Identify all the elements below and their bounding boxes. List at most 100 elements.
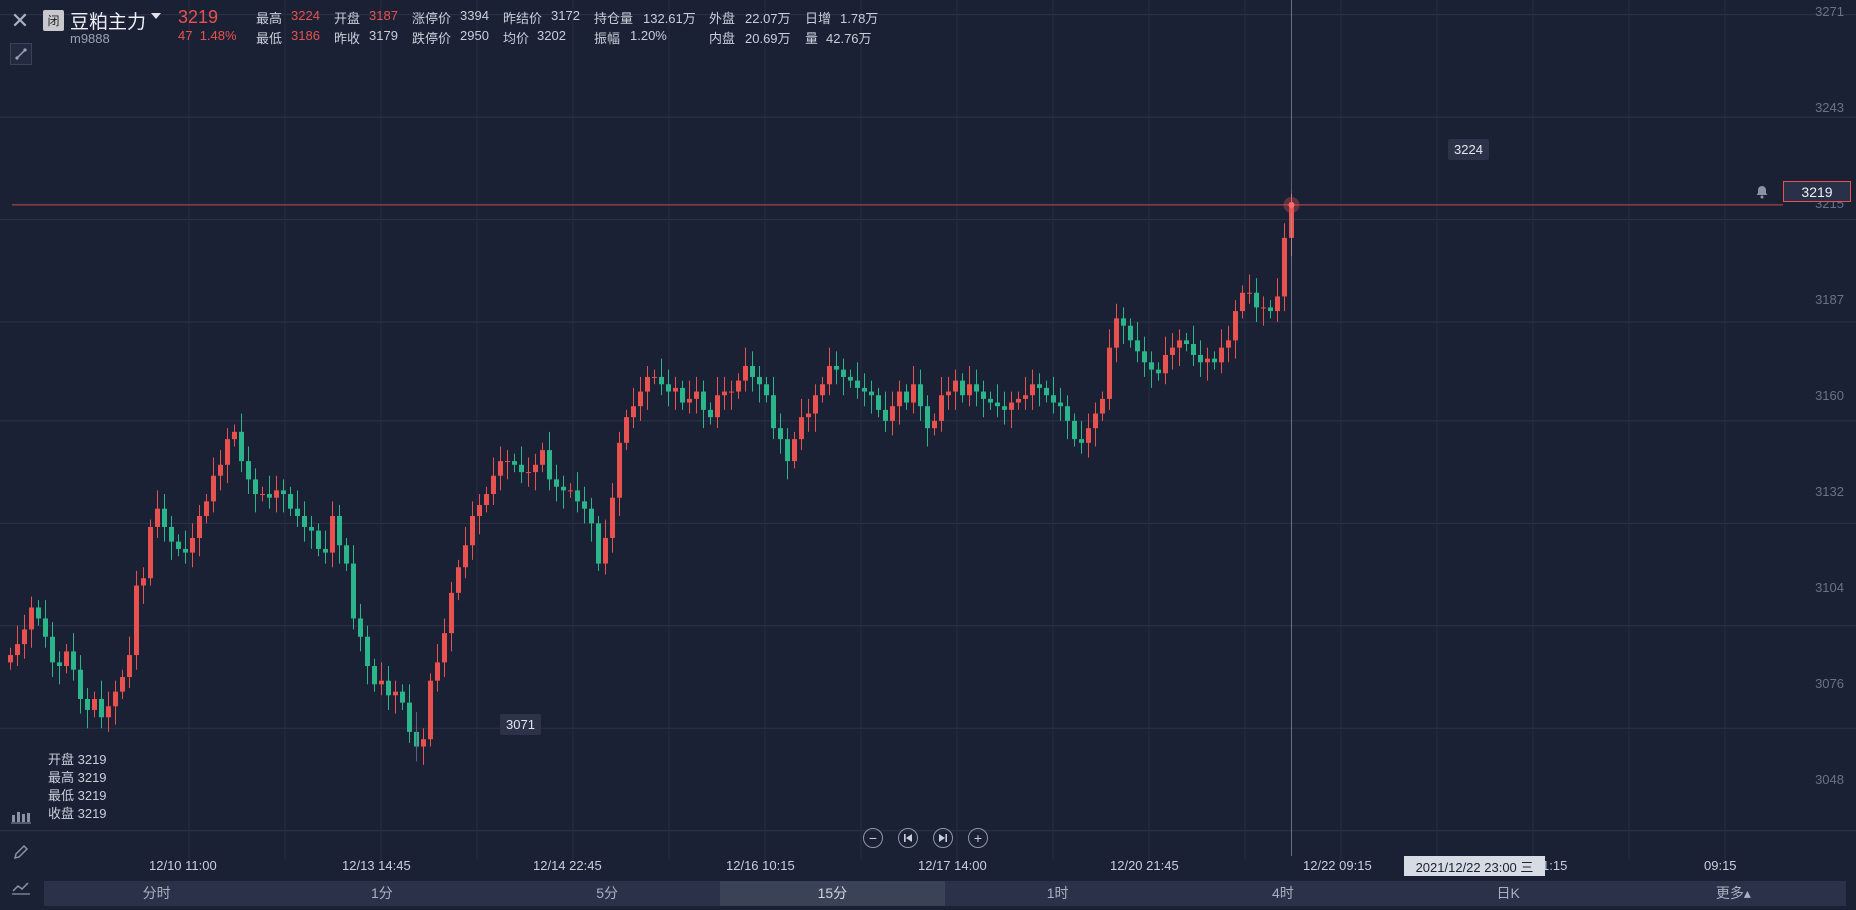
candle-body — [337, 516, 342, 546]
x-tick-label: 12/17 14:00 — [918, 858, 987, 873]
drawing-tool-button[interactable] — [10, 43, 32, 65]
candle-body — [57, 662, 62, 667]
candle-body — [1170, 347, 1175, 355]
x-tick-label: 12/20 21:45 — [1110, 858, 1179, 873]
candle-body — [533, 464, 538, 473]
candle-body — [750, 365, 755, 377]
candle-body — [834, 365, 839, 370]
candle-body — [225, 439, 230, 465]
candle-body — [694, 391, 699, 399]
candle-body — [617, 442, 622, 498]
zoom-out-button[interactable]: − — [863, 828, 883, 848]
pencil-icon[interactable] — [9, 840, 33, 864]
candle-body — [85, 698, 90, 710]
prev-settle-label: 昨结价 — [503, 11, 543, 26]
period-tab-15min[interactable]: 15分 — [719, 881, 945, 906]
x-tick-label: 12/14 22:45 — [533, 858, 602, 873]
period-tab-1hour[interactable]: 1时 — [1046, 885, 1069, 901]
candle-body — [106, 706, 111, 718]
period-tab-more[interactable]: 更多▴ — [1715, 885, 1751, 901]
period-tab-daily[interactable]: 日K — [1496, 885, 1520, 901]
daily-inc-value: 1.78万 — [840, 11, 879, 26]
candle-body — [841, 369, 846, 377]
candle-body — [1016, 398, 1021, 403]
period-tab-4hour[interactable]: 4时 — [1271, 885, 1294, 901]
candle-body — [190, 537, 195, 553]
candle-body — [8, 655, 13, 663]
indicator-icon[interactable] — [9, 805, 33, 829]
candle-body — [1065, 406, 1070, 421]
candle-body — [239, 431, 244, 462]
period-tab-1min[interactable]: 1分 — [370, 885, 393, 901]
candle-body — [1023, 395, 1028, 399]
high-value: 3224 — [291, 8, 320, 23]
candle-body — [960, 380, 965, 396]
candle-body — [526, 472, 531, 474]
vol-label: 量 — [805, 31, 819, 46]
y-tick-label: 3048 — [1815, 772, 1844, 787]
candle-body — [323, 548, 328, 553]
crosshair-date-label: 2021/12/22 23:00 三 — [1404, 856, 1545, 876]
x-tick-label: 12/22 09:15 — [1303, 858, 1372, 873]
zoom-in-button[interactable]: + — [968, 828, 988, 848]
candle-body — [1275, 296, 1280, 312]
y-tick-label: 3104 — [1815, 580, 1844, 595]
open-label: 开盘 — [334, 11, 361, 26]
candle-body — [281, 490, 286, 495]
symbol-name[interactable]: 豆粕主力 — [70, 12, 147, 33]
ohlc-high: 最高 3219 — [48, 770, 107, 785]
candle-body — [498, 461, 503, 476]
candle-body — [1030, 384, 1035, 396]
skip-back-icon — [904, 834, 912, 842]
jump-to-start-button[interactable] — [898, 828, 918, 848]
candle-body — [253, 479, 258, 495]
candle-body — [659, 376, 664, 385]
ohlc-low: 最低 3219 — [48, 788, 107, 803]
candle-body — [218, 464, 223, 476]
candle-body — [666, 384, 671, 392]
close-button[interactable]: ✕ — [10, 8, 30, 33]
candle-body — [512, 461, 517, 465]
candle-body — [43, 618, 48, 637]
candle-body — [197, 516, 202, 538]
candle-body — [911, 384, 916, 403]
candle-body — [1107, 347, 1112, 399]
y-tick-label: 3132 — [1815, 484, 1844, 499]
candle-body — [267, 494, 272, 498]
candle-body — [687, 398, 692, 403]
y-tick-label: 3076 — [1815, 676, 1844, 691]
avg-value: 3202 — [537, 28, 566, 43]
candle-body — [1156, 369, 1161, 374]
candle-body — [505, 461, 510, 463]
period-tab-timeshare[interactable]: 分时 — [142, 885, 171, 901]
symbol-code: m9888 — [70, 31, 110, 46]
x-tick-label: 12/13 14:45 — [342, 858, 411, 873]
candle-body — [246, 461, 251, 480]
chart-grid — [0, 0, 1856, 860]
skip-forward-icon — [939, 834, 947, 842]
line-chart-icon[interactable] — [9, 876, 33, 900]
change-percent: 1.48% — [199, 28, 237, 43]
period-selector: 分时 1分 5分 15分 1时 4时 日K 更多▴ — [44, 881, 1846, 906]
candle-body — [344, 545, 349, 564]
candle-body — [365, 636, 370, 667]
candle-body — [148, 526, 153, 579]
chart-overlay — [12, 0, 1783, 856]
candle-body — [974, 384, 979, 392]
period-tab-5min[interactable]: 5分 — [596, 885, 619, 901]
candle-body — [568, 490, 573, 492]
candle-body — [442, 633, 447, 663]
candle-body — [141, 578, 146, 586]
candle-body — [316, 530, 321, 549]
candle-body — [99, 698, 104, 718]
chevron-down-icon[interactable] — [151, 13, 161, 19]
jump-to-end-button[interactable] — [933, 828, 953, 848]
candle-body — [1149, 362, 1154, 370]
candle-body — [848, 376, 853, 381]
prev-close-label: 昨收 — [334, 31, 361, 46]
candle-body — [71, 651, 76, 670]
bell-icon[interactable] — [1753, 183, 1771, 201]
limit-up-label: 涨停价 — [412, 11, 452, 26]
candle-body — [1261, 307, 1266, 309]
